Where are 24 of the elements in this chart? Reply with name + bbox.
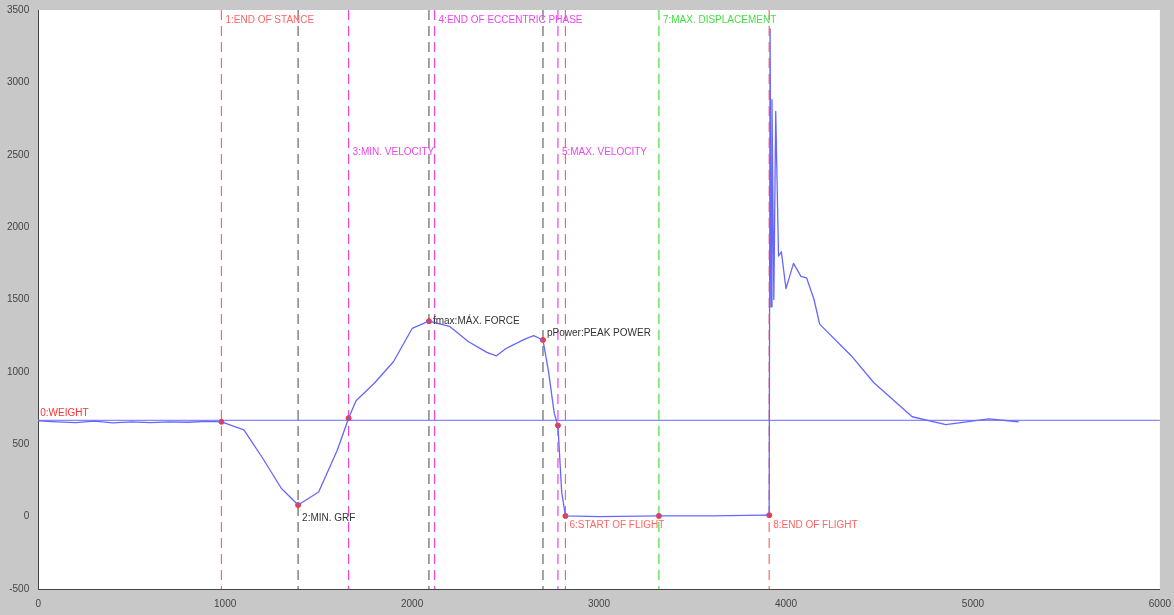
x-tick-label: 0 bbox=[35, 597, 42, 609]
y-tick-label: 1500 bbox=[7, 293, 30, 305]
x-tick-label: 5000 bbox=[961, 597, 985, 609]
x-tick-label: 6000 bbox=[1148, 597, 1172, 609]
annotation: 5:MAX. VELOCITY bbox=[561, 145, 648, 157]
x-tick-label: 1000 bbox=[214, 597, 237, 609]
y-tick-label: 2500 bbox=[7, 148, 30, 160]
y-tick-label: 500 bbox=[12, 438, 30, 449]
y-tick-label: 3000 bbox=[7, 76, 30, 88]
annotation: 2:MIN. GRF bbox=[302, 511, 356, 523]
y-tick-label: 1000 bbox=[7, 365, 30, 377]
y-tick-label: 3500 bbox=[7, 3, 30, 15]
annotation: 1:END OF STANCE bbox=[225, 13, 315, 25]
annotation: 8:END OF FLIGHT bbox=[773, 519, 858, 531]
annotation: 3:MIN. VELOCITY bbox=[352, 145, 435, 157]
x-tick-label: 3000 bbox=[587, 597, 611, 609]
ref-line-label: 0:WEIGHT bbox=[40, 407, 89, 419]
y-tick-label: 0 bbox=[23, 510, 30, 522]
annotation: 7:MAX. DISPLACEMENT bbox=[662, 13, 777, 25]
y-tick-label: 2000 bbox=[7, 220, 30, 232]
x-tick-label: 2000 bbox=[401, 597, 424, 609]
annotation: 4:END OF ECCENTRIC PHASE bbox=[438, 13, 583, 25]
x-tick-label: 4000 bbox=[774, 597, 798, 609]
y-tick-label: -500 bbox=[9, 582, 30, 594]
